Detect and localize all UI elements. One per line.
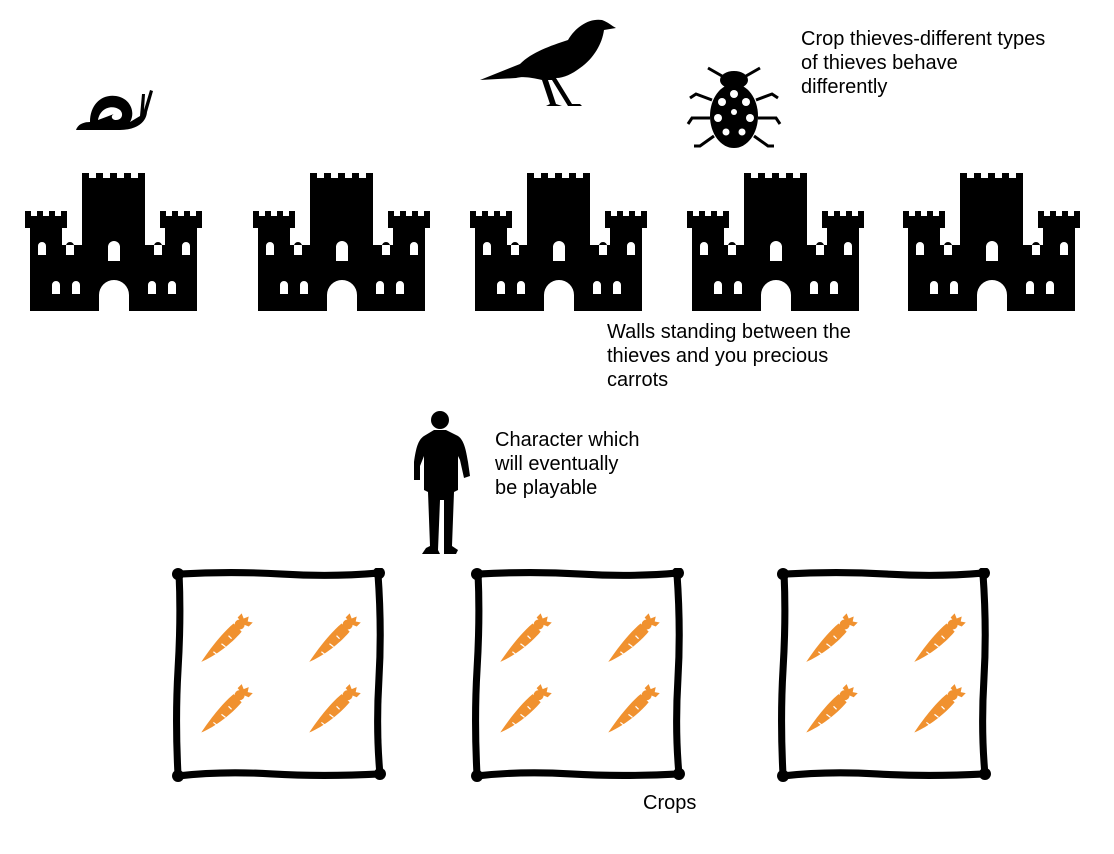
- snail-icon: [76, 90, 153, 130]
- castle-icon: [25, 173, 202, 311]
- crop-plot: [470, 568, 686, 782]
- crop-plot: [171, 568, 387, 782]
- thieves-label: Crop thieves-different types of thieves …: [801, 28, 1046, 98]
- character-icon: [414, 411, 470, 554]
- crops-label: Crops: [643, 792, 697, 814]
- character-label: Character which will eventually be playa…: [495, 429, 640, 499]
- crop-plot: [776, 568, 992, 782]
- castle-icon: [470, 173, 647, 311]
- walls-label: Walls standing between the thieves and y…: [607, 321, 851, 391]
- crow-icon: [480, 19, 616, 106]
- ladybug-icon: [686, 66, 782, 148]
- castle-icon: [903, 173, 1080, 311]
- castle-icon: [687, 173, 864, 311]
- castle-icon: [253, 173, 430, 311]
